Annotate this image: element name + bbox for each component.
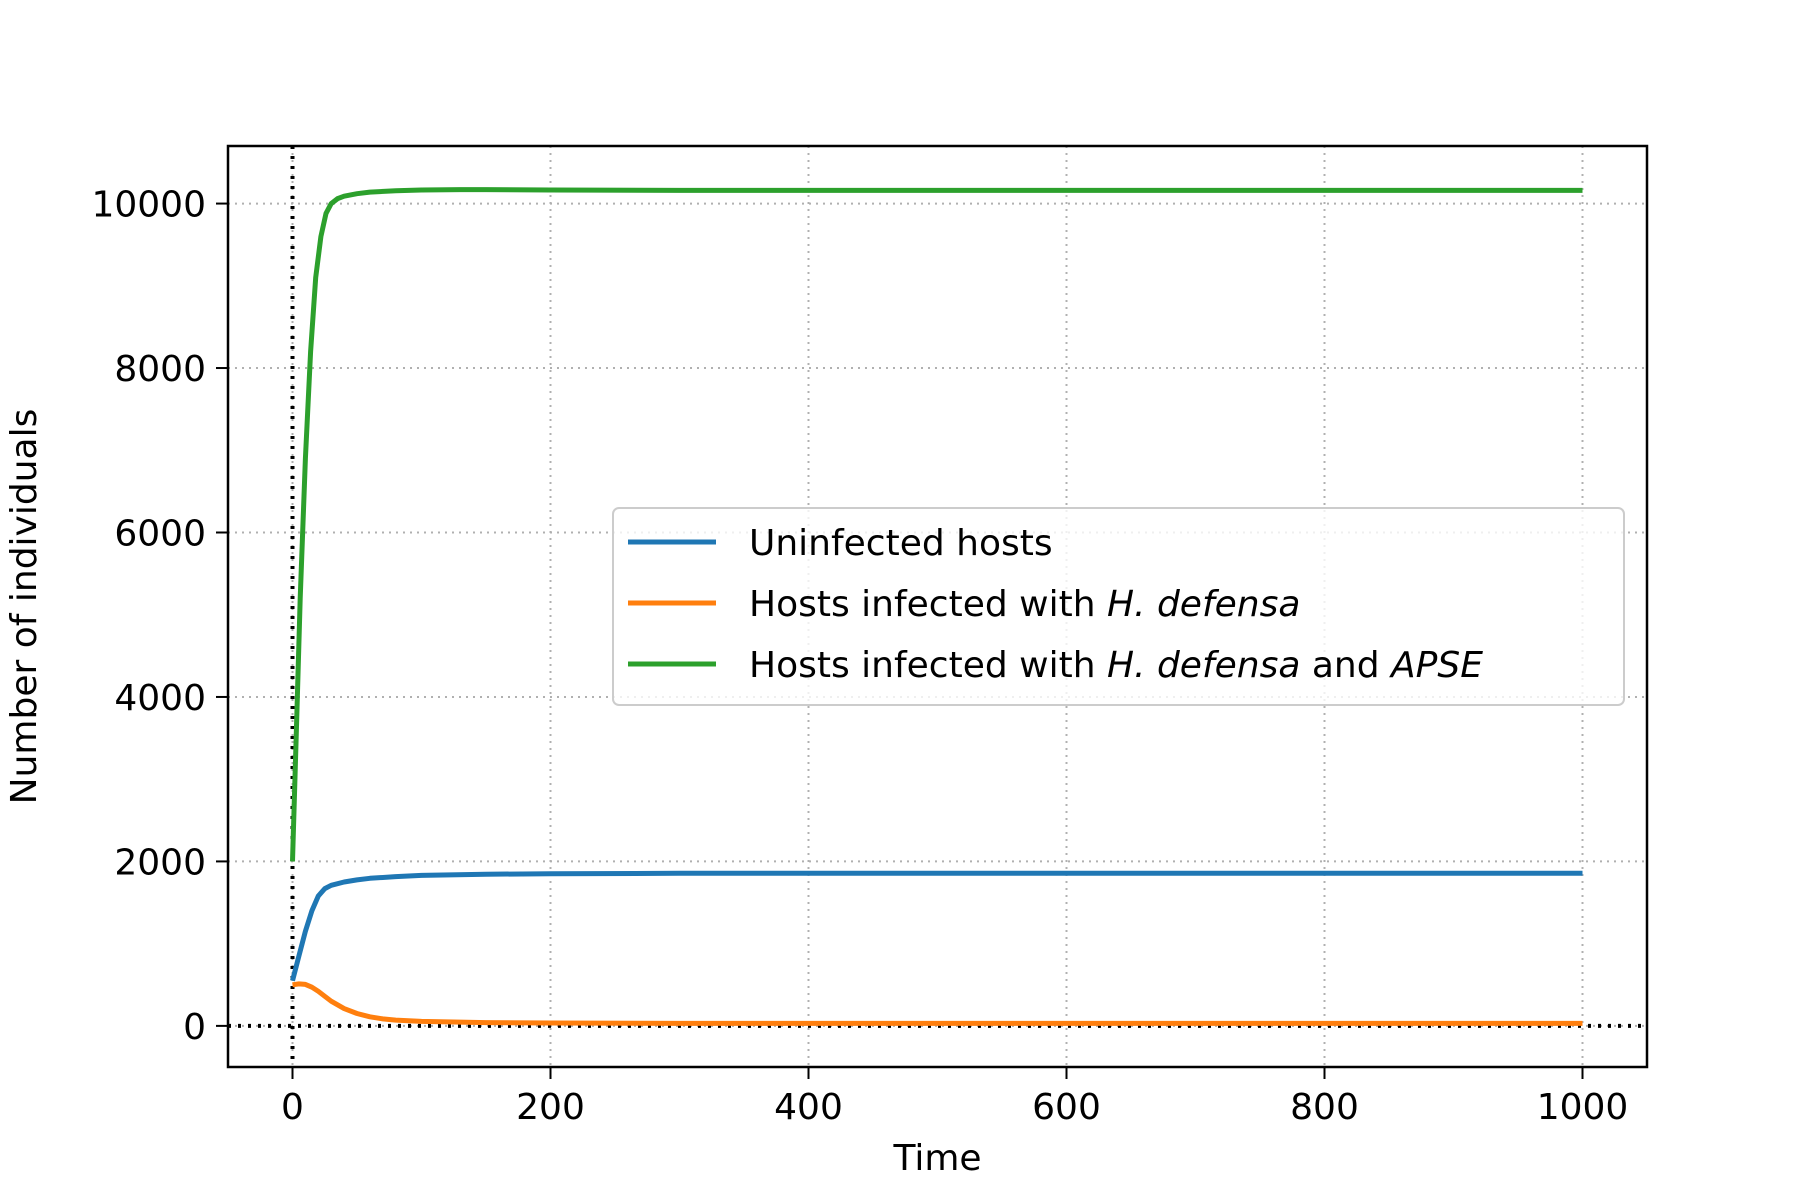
y-tick-label: 10000	[91, 185, 206, 226]
x-tick-label: 1000	[1537, 1087, 1629, 1128]
y-axis-title: Number of individuals	[4, 409, 45, 805]
y-tick-label: 4000	[114, 678, 206, 719]
y-axis-ticks: 0 2000 4000 6000 8000 10000	[91, 185, 228, 1048]
legend-label: Hosts infected with H. defensa	[749, 584, 1300, 625]
x-tick-label: 0	[281, 1087, 304, 1128]
x-axis-ticks: 0 200 400 600 800 1000	[281, 1067, 1628, 1128]
x-tick-label: 400	[774, 1087, 843, 1128]
legend: Uninfected hosts Hosts infected with H. d…	[612, 507, 1625, 706]
y-tick-label: 8000	[114, 349, 206, 390]
series-line-1	[290, 870, 1583, 982]
plot-frame	[226, 144, 1649, 1069]
y-tick-label: 2000	[114, 842, 206, 883]
x-tick-label: 800	[1290, 1087, 1359, 1128]
legend-label: Hosts infected with H. defensa and APSE	[749, 645, 1483, 686]
x-axis-title: Time	[892, 1138, 981, 1179]
series-line-3	[290, 187, 1583, 862]
y-tick-label: 0	[183, 1007, 206, 1048]
series-layer	[290, 187, 1583, 1026]
series-line-2	[292, 981, 1583, 1026]
legend-box	[612, 507, 1625, 706]
x-tick-label: 600	[1032, 1087, 1101, 1128]
x-tick-label: 200	[516, 1087, 585, 1128]
legend-label: Uninfected hosts	[749, 523, 1053, 564]
y-tick-label: 6000	[114, 513, 206, 554]
